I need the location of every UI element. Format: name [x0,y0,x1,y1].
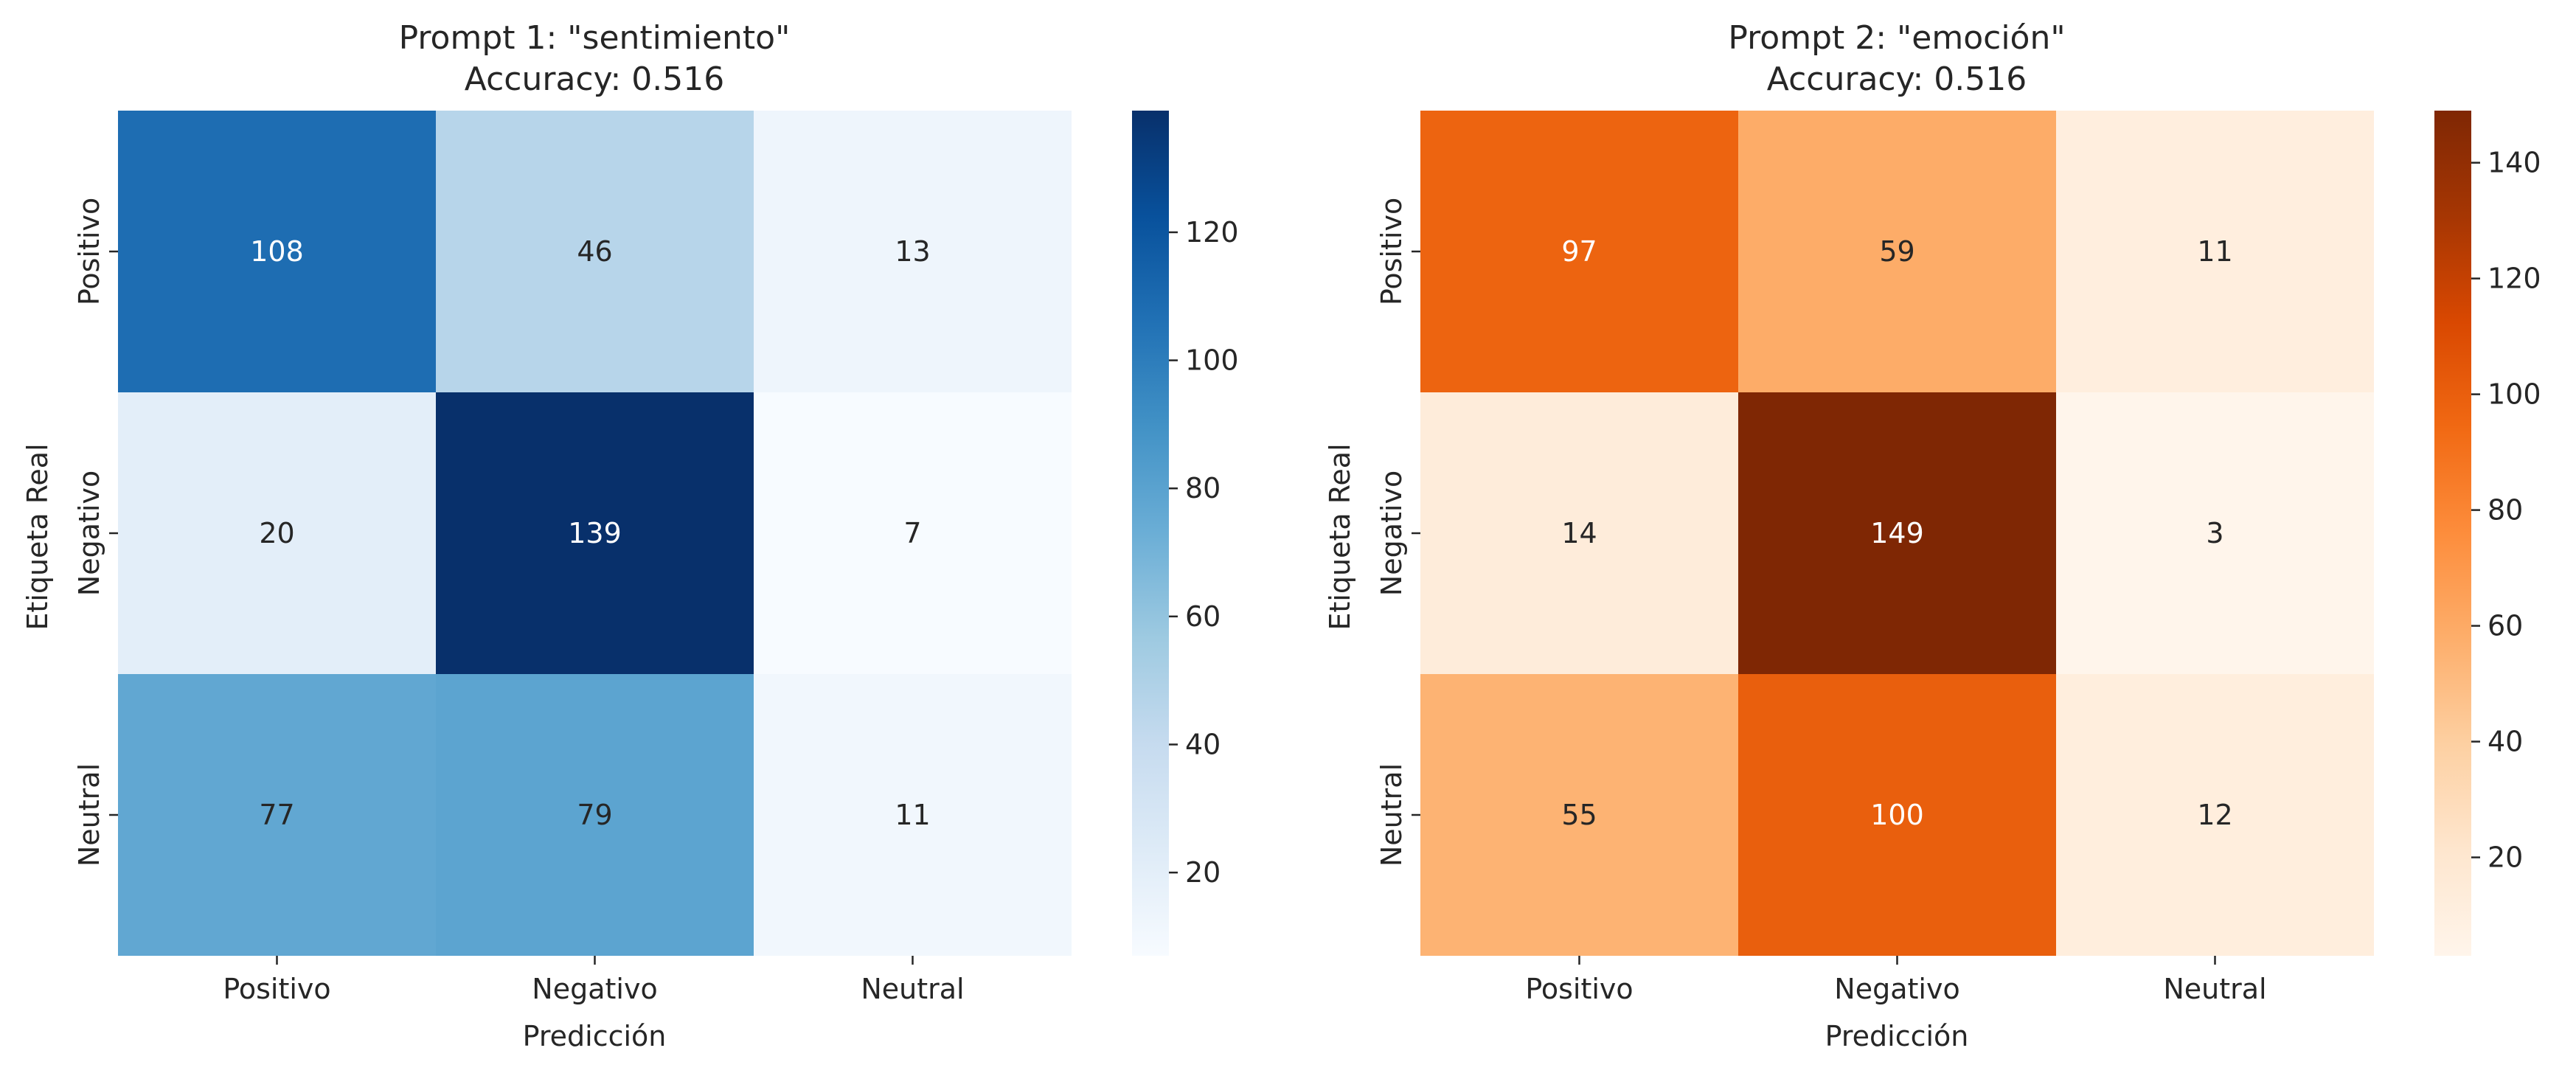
colorbar-ticks: 20 40 60 80 100 120 140 [2471,147,2541,874]
colorbar-ticks: 20 40 60 80 100 120 [1169,216,1239,889]
y-axis-label: Etiqueta Real [1324,443,1356,630]
cell-value-label: 97 [1561,235,1597,268]
cell-value-label: 59 [1879,235,1914,268]
cell-value-label: 55 [1561,799,1597,831]
heatmap-cell [1420,392,1738,674]
heatmap-cell [1420,674,1738,956]
heatmap-cell [2056,392,2374,674]
colorbar-tick-label: 40 [1185,729,1221,761]
heatmap-cell [1738,674,2056,956]
heatmap-cell [2056,111,2374,392]
chart-title-line1: Prompt 2: "emoción" [1728,19,2065,57]
colorbar-tick-label: 120 [1185,216,1239,249]
colorbar-tick-label: 140 [2488,147,2541,179]
x-axis-label: Predicción [523,1020,667,1052]
colorbar-tick-label: 100 [1185,344,1239,377]
x-axis-label: Predicción [1825,1020,1969,1052]
cell-value-label: 11 [895,799,930,831]
cell-value-label: 12 [2197,799,2232,831]
x-tick-label: Neutral [2163,973,2266,1005]
colorbar-tick-label: 60 [2488,610,2523,642]
cell-value-label: 100 [1870,799,1924,831]
colorbar-tick-label: 40 [2488,726,2523,758]
x-axis-ticks: Positivo Negativo Neutral [1525,956,2267,1005]
heatmap-cell [436,111,754,392]
cell-value-label: 79 [577,799,612,831]
heatmap-cell [1738,111,2056,392]
y-tick-label: Positivo [1375,198,1408,305]
y-axis-ticks: Positivo Negativo Neutral [73,198,118,867]
colorbar-tick-label: 80 [2488,494,2523,527]
heatmap-cell [2056,674,2374,956]
heatmap-cell [436,674,754,956]
cell-value-label: 7 [903,517,921,549]
y-axis-ticks: Positivo Negativo Neutral [1375,198,1420,867]
heatmap-cell [1420,111,1738,392]
heatmap-cell [754,674,1072,956]
chart-title-line2: Accuracy: 0.516 [1767,60,2027,98]
heatmap-cells: 97 59 11 14 149 3 55 100 12 [1420,111,2374,956]
cell-value-label: 11 [2197,235,2232,268]
colorbar-tick-label: 20 [1185,856,1221,889]
x-tick-label: Negativo [1834,973,1959,1005]
y-tick-label: Negativo [73,471,105,596]
cell-value-label: 139 [568,517,622,549]
y-tick-label: Neutral [1375,763,1408,867]
heatmap-cell [1738,392,2056,674]
x-tick-label: Negativo [532,973,657,1005]
x-tick-label: Positivo [1525,973,1633,1005]
colorbar [1132,111,1169,956]
heatmap-panel-1: Prompt 1: "sentimiento" Accuracy: 0.516 … [21,19,1239,1052]
cell-value-label: 149 [1870,517,1924,549]
colorbar-tick-label: 120 [2488,263,2541,295]
heatmap-cell [118,392,436,674]
chart-title-line1: Prompt 1: "sentimiento" [399,19,791,57]
y-axis-label: Etiqueta Real [21,443,54,630]
y-tick-label: Neutral [73,763,105,867]
y-tick-label: Negativo [1375,471,1408,596]
cell-value-label: 14 [1561,517,1597,549]
cell-value-label: 3 [2206,517,2223,549]
heatmap-cell [754,111,1072,392]
cell-value-label: 20 [259,517,294,549]
colorbar [2434,111,2471,956]
cell-value-label: 46 [577,235,612,268]
chart-title-line2: Accuracy: 0.516 [465,60,724,98]
heatmap-cell [754,392,1072,674]
cell-value-label: 13 [895,235,930,268]
colorbar-tick-label: 100 [2488,378,2541,411]
colorbar-tick-label: 20 [2488,841,2523,874]
x-axis-ticks: Positivo Negativo Neutral [223,956,965,1005]
cell-value-label: 108 [250,235,304,268]
y-tick-label: Positivo [73,198,105,305]
colorbar-tick-label: 80 [1185,472,1221,504]
colorbar-tick-label: 60 [1185,600,1221,633]
x-tick-label: Positivo [223,973,330,1005]
heatmap-cell [436,392,754,674]
cell-value-label: 77 [259,799,294,831]
heatmap-panel-2: Prompt 2: "emoción" Accuracy: 0.516 97 59… [1324,19,2541,1052]
x-tick-label: Neutral [861,973,964,1005]
heatmap-cell [118,674,436,956]
heatmap-cell [118,111,436,392]
